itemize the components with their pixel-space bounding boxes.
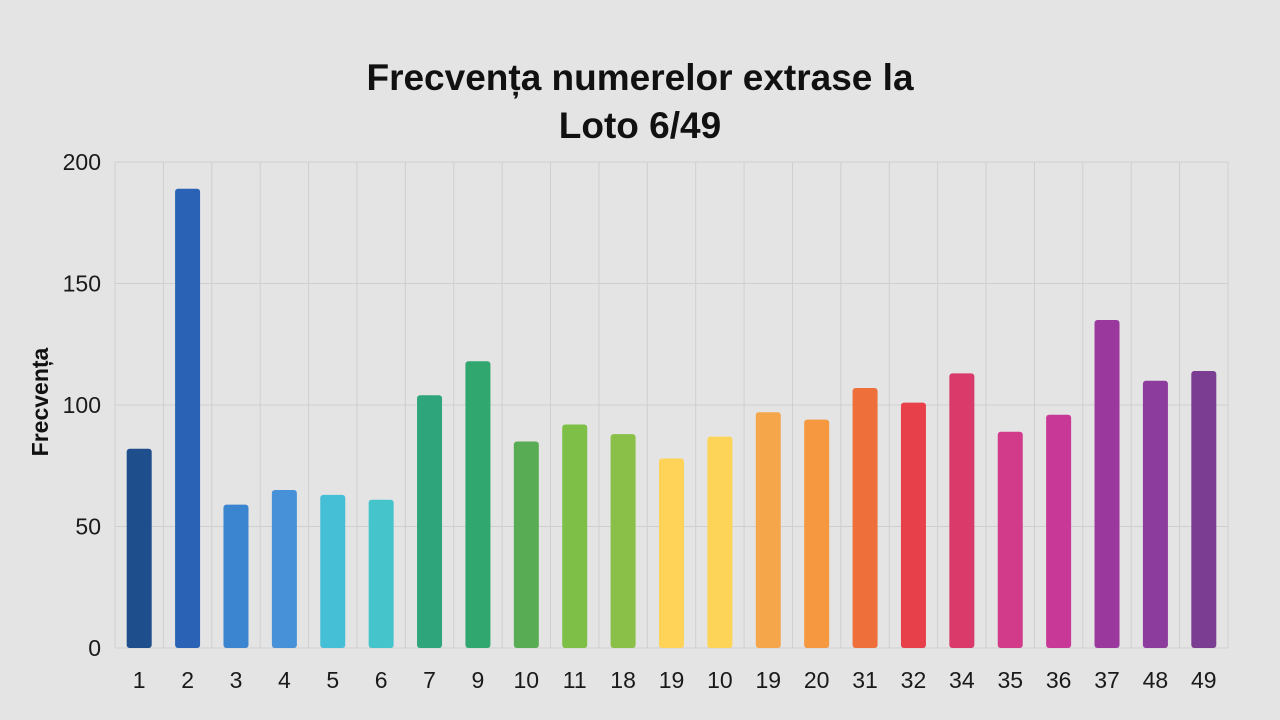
bar bbox=[417, 395, 443, 648]
y-tick-label: 0 bbox=[88, 635, 101, 661]
bar bbox=[659, 458, 684, 648]
x-tick-label: 18 bbox=[610, 667, 636, 693]
x-tick-label: 5 bbox=[326, 667, 339, 693]
x-tick-label: 32 bbox=[901, 667, 927, 693]
bar bbox=[900, 402, 926, 648]
x-tick-label: 19 bbox=[755, 667, 781, 693]
bar bbox=[1094, 319, 1120, 648]
bar bbox=[1046, 414, 1072, 648]
y-tick-label: 50 bbox=[75, 514, 101, 540]
x-tick-label: 1 bbox=[133, 667, 146, 693]
bar bbox=[852, 387, 878, 648]
grid bbox=[114, 161, 1229, 649]
bar bbox=[368, 499, 394, 648]
bar bbox=[562, 424, 588, 648]
bar bbox=[271, 490, 297, 648]
bar bbox=[949, 373, 975, 648]
bar bbox=[707, 436, 733, 648]
y-tick-label: 150 bbox=[63, 271, 101, 297]
x-tick-label: 11 bbox=[563, 667, 587, 693]
bar bbox=[320, 494, 346, 648]
bar bbox=[126, 448, 152, 648]
y-tick-label: 100 bbox=[63, 392, 101, 418]
bar bbox=[513, 441, 539, 648]
y-axis-ticks: 0 50 100 150 200 bbox=[63, 149, 101, 661]
x-tick-label: 48 bbox=[1143, 667, 1169, 693]
bar bbox=[610, 434, 636, 648]
bar bbox=[465, 361, 491, 648]
y-tick-label: 200 bbox=[63, 149, 101, 175]
y-axis-label: Frecvența bbox=[27, 347, 54, 456]
x-tick-label: 19 bbox=[659, 667, 685, 693]
x-tick-label: 9 bbox=[472, 667, 485, 693]
x-tick-label: 2 bbox=[181, 667, 194, 693]
chart-title-line-2: Loto 6/49 bbox=[559, 105, 721, 146]
x-tick-label: 10 bbox=[707, 667, 733, 693]
chart-title-line-1: Frecvența numerelor extrase la bbox=[366, 57, 913, 99]
x-tick-label: 31 bbox=[852, 667, 878, 693]
x-tick-label: 35 bbox=[997, 667, 1023, 693]
bars bbox=[126, 188, 1217, 649]
bar bbox=[223, 504, 249, 648]
x-tick-label: 10 bbox=[514, 667, 540, 693]
bar bbox=[175, 188, 201, 649]
x-tick-label: 6 bbox=[375, 667, 388, 693]
x-tick-label: 3 bbox=[230, 667, 243, 693]
x-tick-label: 36 bbox=[1046, 667, 1072, 693]
bar bbox=[1142, 380, 1168, 648]
x-tick-label: 7 bbox=[423, 667, 436, 693]
bar bbox=[804, 419, 830, 648]
bar bbox=[1191, 370, 1217, 648]
x-tick-label: 20 bbox=[804, 667, 830, 693]
x-tick-label: 34 bbox=[949, 667, 975, 693]
x-tick-label: 49 bbox=[1191, 667, 1217, 693]
x-axis-ticks: 1 2 3 4 5 6 7 9 10 11 18 19 10 19 20 31 32 34 35 36 37 48 49 bbox=[133, 667, 1217, 693]
bar bbox=[997, 431, 1023, 648]
bar bbox=[755, 412, 781, 648]
x-tick-label: 37 bbox=[1094, 667, 1120, 693]
x-tick-label: 4 bbox=[278, 667, 291, 693]
